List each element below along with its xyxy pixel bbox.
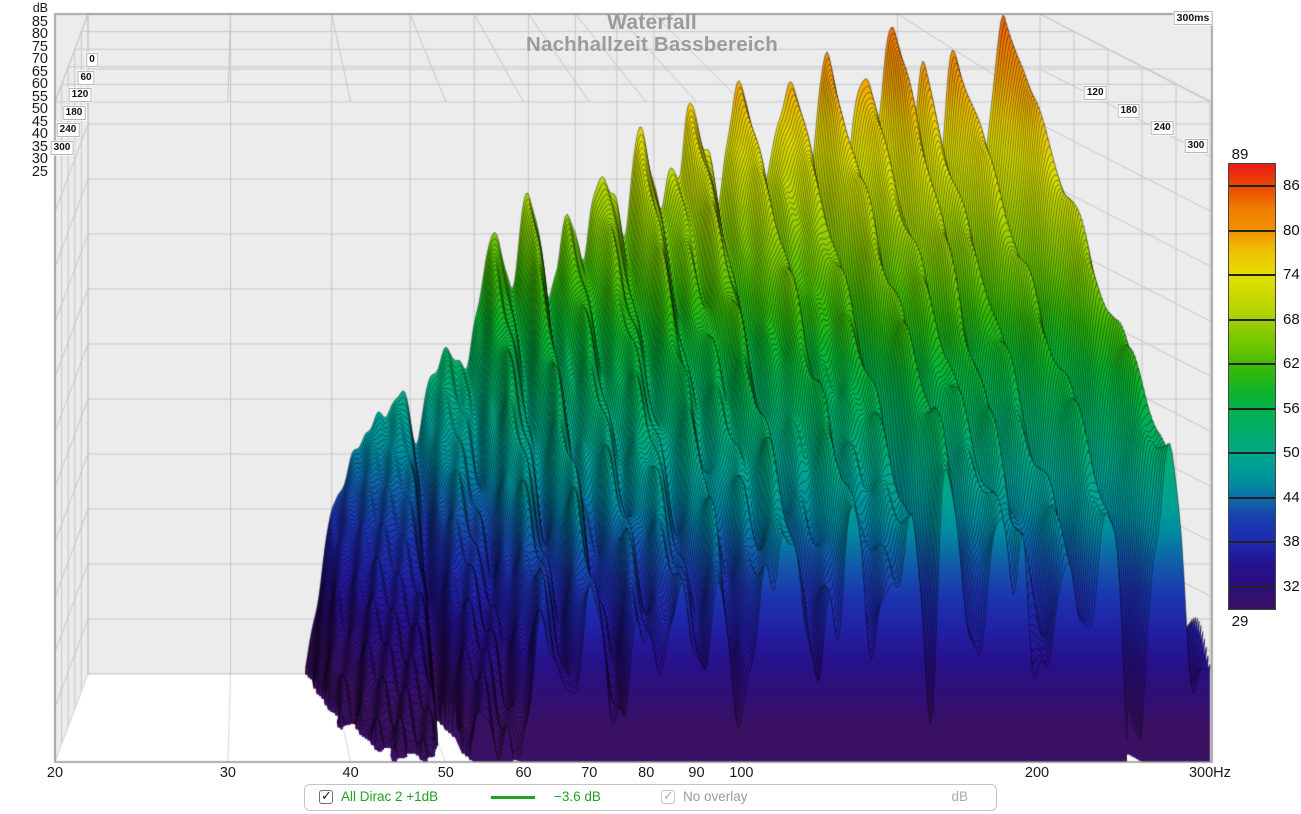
level-tick-label: 30 — [31, 151, 48, 168]
freq-tick-label: 50 — [437, 765, 454, 781]
time-tick-label-left: 0 — [86, 53, 98, 67]
time-tick-label-right: 180 — [1117, 103, 1141, 118]
freq-tick-label: 100 — [729, 765, 754, 781]
freq-tick-label: 300Hz — [1188, 765, 1231, 781]
colorbar-tick-label: 68 — [1283, 310, 1300, 328]
level-tick-label: 60 — [31, 76, 48, 93]
colorbar-tick-label: 62 — [1283, 355, 1300, 373]
trace-level-value: −3.6 dB — [554, 789, 601, 804]
colorbar-tick-label: 56 — [1283, 399, 1300, 417]
chart-title-line2: Nachhallzeit Bassbereich — [525, 33, 779, 56]
freq-tick-label: 60 — [515, 765, 532, 781]
time-tick-label-right: 120 — [1083, 86, 1107, 101]
checkmark-icon: ✓ — [663, 788, 674, 803]
colorbar-tick — [1229, 541, 1275, 544]
time-tick-label-left: 60 — [77, 70, 95, 85]
overlay-label[interactable]: No overlay — [683, 789, 748, 804]
colorbar-tick-label: 80 — [1283, 221, 1300, 239]
chart-title-line1: Waterfall — [607, 11, 697, 34]
trace-checkbox[interactable]: ✓ — [319, 788, 333, 804]
level-tick-label: 75 — [31, 38, 48, 55]
time-tick-label-right: 240 — [1151, 121, 1174, 136]
colorbar-tick — [1229, 452, 1275, 455]
level-tick-label: 70 — [31, 51, 48, 68]
colorbar-tick — [1229, 585, 1275, 588]
colorbar-tick — [1229, 274, 1275, 277]
colorbar-tick-label: 50 — [1283, 444, 1300, 462]
colorbar-tick — [1229, 229, 1275, 232]
level-tick-label: 35 — [31, 138, 48, 155]
time-axis-title: 300ms — [1173, 11, 1213, 25]
checkmark-icon: ✓ — [321, 788, 332, 803]
level-tick-label: 50 — [31, 101, 48, 118]
colorbar-tick — [1229, 185, 1275, 188]
freq-tick-label: 20 — [46, 765, 64, 781]
time-tick-label-left: 240 — [56, 123, 80, 138]
freq-tick-label: 80 — [638, 765, 655, 781]
colorbar-tick — [1229, 407, 1275, 410]
time-tick-label-left: 120 — [68, 88, 92, 103]
colorbar-tick-label: 74 — [1283, 266, 1300, 284]
freq-tick-label: 90 — [688, 765, 705, 781]
colorbar-tick — [1229, 318, 1275, 321]
time-tick-label-left: 300 — [50, 141, 74, 155]
legend-unit-label: dB — [951, 789, 968, 804]
level-tick-label: 80 — [31, 26, 48, 43]
trace-label[interactable]: All Dirac 2 +1dB — [341, 789, 439, 804]
colorbar-tick-label: 44 — [1283, 488, 1300, 506]
time-tick-label-left: 180 — [62, 105, 86, 120]
freq-tick-label: 30 — [219, 765, 236, 781]
level-tick-label: 45 — [31, 113, 48, 130]
level-tick-label: 85 — [31, 14, 48, 30]
colorbar: 86 80 74 68 62 56 50 44 38 32 — [1228, 163, 1300, 610]
colorbar-tick-label: 32 — [1283, 577, 1300, 595]
colorbar-max-label: 89 — [1231, 146, 1249, 163]
colorbar-tick-label: 86 — [1283, 177, 1300, 195]
time-tick-label-right: 300 — [1184, 139, 1208, 153]
colorbar-min-label: 29 — [1231, 613, 1249, 630]
freq-tick-label: 70 — [581, 765, 598, 781]
level-axis-unit: dB — [32, 1, 48, 15]
colorbar-tick-label: 38 — [1283, 533, 1300, 551]
level-tick-label: 40 — [31, 126, 48, 143]
colorbar-tick — [1229, 496, 1275, 499]
colorbar-tick — [1229, 363, 1275, 366]
level-tick-label: 65 — [31, 63, 48, 80]
chart-title: Waterfall Nachhallzeit Bassbereich — [352, 12, 952, 56]
trace-color-swatch — [491, 796, 535, 799]
overlay-checkbox[interactable]: ✓ — [661, 788, 675, 804]
freq-tick-label: 200 — [1024, 765, 1050, 781]
freq-tick-label: 40 — [342, 765, 359, 781]
trace-legend-bar: ✓ All Dirac 2 +1dB −3.6 dB ✓ No overlay … — [304, 784, 997, 811]
level-tick-label: 55 — [31, 88, 48, 105]
level-tick-label: 25 — [31, 163, 48, 180]
